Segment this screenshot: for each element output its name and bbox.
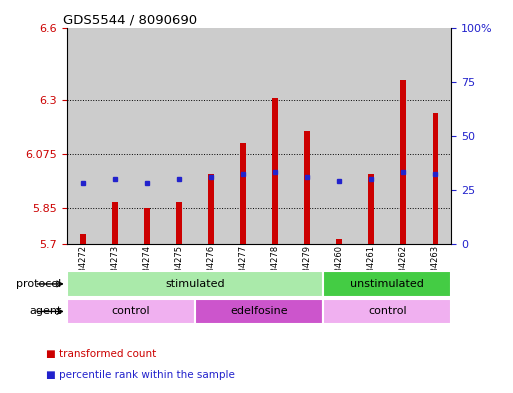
Text: edelfosine: edelfosine <box>230 307 288 316</box>
Bar <box>337 239 342 244</box>
Bar <box>432 113 438 244</box>
Bar <box>323 28 355 244</box>
Bar <box>304 131 310 244</box>
Bar <box>98 28 131 244</box>
Bar <box>144 208 150 244</box>
Bar <box>195 299 323 324</box>
Text: unstimulated: unstimulated <box>350 279 424 289</box>
Bar <box>272 98 278 244</box>
Bar <box>176 202 182 244</box>
Bar <box>323 299 451 324</box>
Bar <box>387 28 420 244</box>
Bar <box>67 299 195 324</box>
Text: protocol: protocol <box>16 279 62 289</box>
Text: control: control <box>111 307 150 316</box>
Bar <box>163 28 195 244</box>
Bar <box>355 28 387 244</box>
Bar <box>208 174 214 244</box>
Bar <box>420 28 451 244</box>
Text: ■ transformed count: ■ transformed count <box>46 349 156 359</box>
Text: stimulated: stimulated <box>165 279 225 289</box>
Bar <box>259 28 291 244</box>
Bar <box>227 28 259 244</box>
Bar <box>67 271 323 297</box>
Bar <box>240 143 246 244</box>
Bar <box>195 28 227 244</box>
Bar <box>291 28 323 244</box>
Bar <box>67 28 98 244</box>
Text: control: control <box>368 307 407 316</box>
Text: ■ percentile rank within the sample: ■ percentile rank within the sample <box>46 370 235 380</box>
Bar <box>80 234 86 244</box>
Bar <box>112 202 117 244</box>
Bar <box>401 80 406 244</box>
Text: GDS5544 / 8090690: GDS5544 / 8090690 <box>63 13 197 26</box>
Bar <box>131 28 163 244</box>
Text: agent: agent <box>29 307 62 316</box>
Bar <box>323 271 451 297</box>
Bar <box>368 174 374 244</box>
